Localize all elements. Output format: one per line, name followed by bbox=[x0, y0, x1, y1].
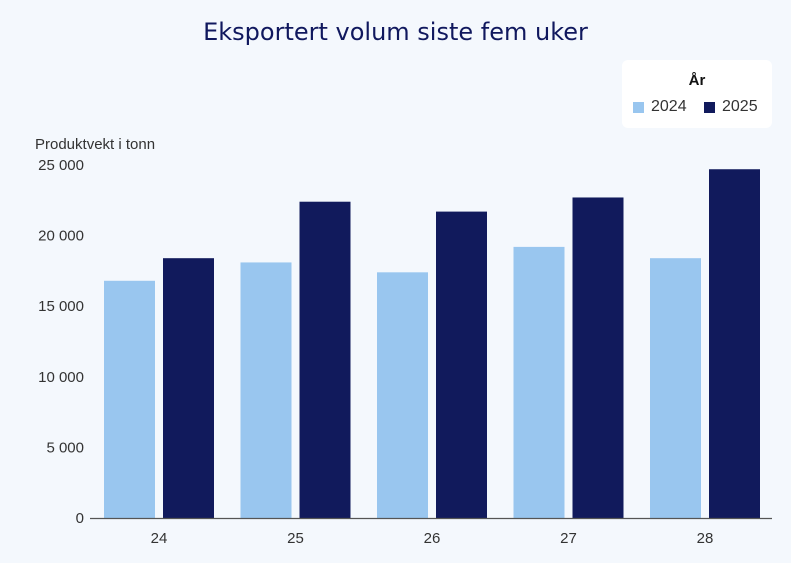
legend-label-2025: 2025 bbox=[722, 98, 758, 115]
y-tick-label: 25 000 bbox=[38, 157, 84, 174]
bar-2025-26 bbox=[436, 211, 487, 518]
y-tick-label: 0 bbox=[76, 510, 84, 527]
legend: År 2024 2025 bbox=[622, 60, 772, 128]
legend-title: År bbox=[688, 72, 706, 89]
y-tick-label: 15 000 bbox=[38, 298, 84, 315]
bar-2024-28 bbox=[650, 258, 701, 518]
y-axis-label: Produktvekt i tonn bbox=[35, 136, 156, 153]
x-tick-label: 25 bbox=[287, 530, 304, 547]
bar-2025-24 bbox=[163, 258, 214, 518]
y-tick-label: 10 000 bbox=[38, 369, 84, 386]
bar-2024-27 bbox=[513, 246, 565, 518]
legend-item-2025: 2025 bbox=[704, 98, 758, 116]
x-tick-label: 26 bbox=[424, 530, 441, 547]
chart-title: Eksportert volum siste fem uker bbox=[203, 18, 588, 46]
y-tick-label: 20 000 bbox=[38, 228, 84, 245]
x-tick-label: 27 bbox=[560, 530, 577, 547]
bar-2024-25 bbox=[240, 262, 292, 518]
x-tick-label: 24 bbox=[151, 530, 168, 547]
legend-swatch-2025 bbox=[704, 101, 715, 113]
legend-item-2024: 2024 bbox=[633, 98, 687, 116]
bar-2025-28 bbox=[709, 169, 760, 518]
y-tick-label: 5 000 bbox=[46, 439, 84, 456]
legend-label-2024: 2024 bbox=[651, 98, 687, 115]
bar-2025-27 bbox=[572, 197, 624, 518]
bar-2024-26 bbox=[377, 272, 428, 518]
x-tick-label: 28 bbox=[697, 530, 714, 547]
legend-swatch-2024 bbox=[633, 101, 644, 113]
bar-2025-25 bbox=[299, 201, 351, 518]
bar-2024-24 bbox=[104, 280, 155, 518]
